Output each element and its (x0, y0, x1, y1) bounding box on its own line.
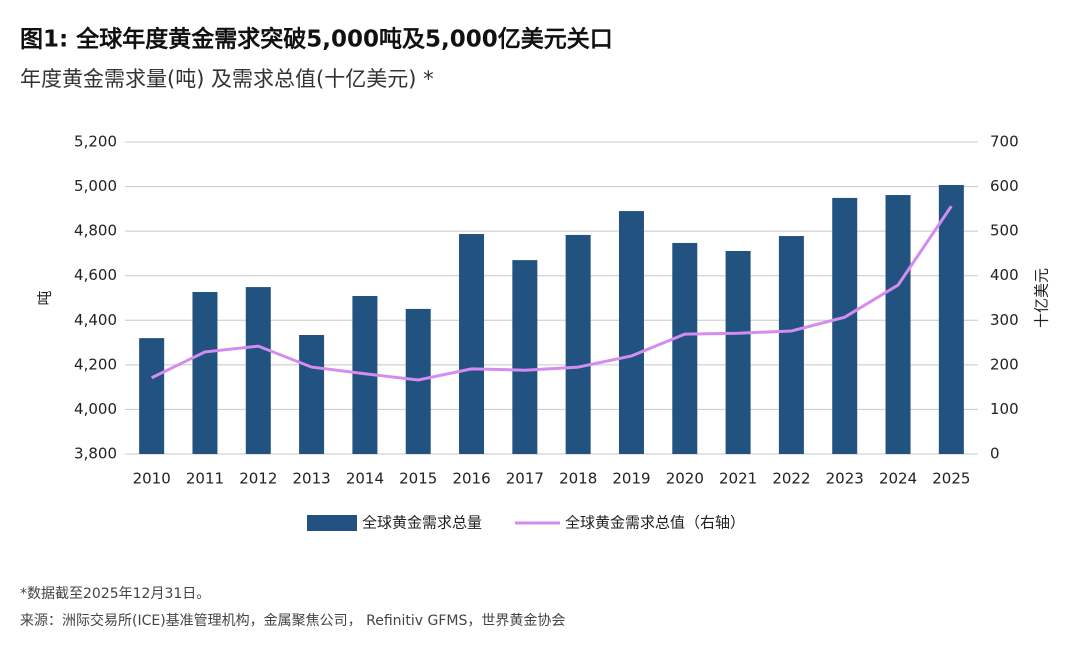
y-tick-label: 4,800 (74, 222, 117, 240)
bar (885, 195, 911, 455)
bar (938, 185, 964, 455)
bar (832, 197, 858, 455)
y2-tick-label: 0 (990, 445, 1000, 463)
legend-swatch (307, 515, 357, 531)
x-tick-label: 2015 (399, 470, 437, 488)
y2-axis-title: 十亿美元 (1033, 268, 1051, 328)
y-tick-label: 3,800 (74, 445, 117, 463)
bar (192, 291, 218, 454)
x-tick-label: 2010 (133, 470, 171, 488)
bar (299, 334, 325, 454)
x-tick-label: 2014 (346, 470, 384, 488)
x-tick-label: 2013 (293, 470, 331, 488)
y-tick-label: 5,200 (74, 133, 117, 151)
source: 来源：洲际交易所(ICE)基准管理机构，金属聚焦公司， Refinitiv GF… (20, 612, 565, 629)
bar (565, 234, 591, 454)
chart-title: 图1: 全球年度黄金需求突破5,000吨及5,000亿美元关口 (20, 26, 613, 53)
y2-tick-label: 100 (990, 400, 1019, 418)
x-tick-label: 2020 (666, 470, 704, 488)
y-tick-label: 4,600 (74, 266, 117, 284)
y2-tick-label: 200 (990, 355, 1019, 373)
x-tick-label: 2018 (559, 470, 597, 488)
y2-tick-label: 400 (990, 266, 1019, 284)
x-tick-label: 2016 (452, 470, 490, 488)
bar (672, 242, 698, 454)
x-tick-label: 2019 (612, 470, 650, 488)
y-tick-label: 4,400 (74, 311, 117, 329)
chart-subtitle: 年度黄金需求量(吨) 及需求总值(十亿美元) * (20, 67, 434, 91)
bar (725, 250, 751, 454)
bar (139, 338, 165, 454)
line (151, 205, 953, 382)
y2-tick-label: 300 (990, 311, 1019, 329)
y-tick-label: 5,000 (74, 177, 117, 195)
footnote: *数据截至2025年12月31日。 (20, 586, 210, 602)
y-tick-label: 4,000 (74, 400, 117, 418)
x-tick-label: 2011 (186, 470, 224, 488)
y-axis-title: 吨 (36, 290, 54, 305)
bar (778, 236, 804, 454)
x-tick-label: 2022 (772, 470, 810, 488)
bar (512, 260, 538, 454)
x-tick-label: 2024 (879, 470, 917, 488)
bar (459, 234, 485, 454)
bar (245, 287, 271, 454)
y2-tick-label: 500 (990, 222, 1019, 240)
x-tick-label: 2023 (826, 470, 864, 488)
x-tick-label: 2012 (239, 470, 277, 488)
legend-label: 全球黄金需求总值（右轴） (565, 514, 745, 532)
y-tick-label: 4,200 (74, 355, 117, 373)
legend-label: 全球黄金需求总量 (362, 514, 482, 532)
x-tick-label: 2025 (932, 470, 970, 488)
bar (618, 211, 644, 454)
x-tick-label: 2021 (719, 470, 757, 488)
x-tick-label: 2017 (506, 470, 544, 488)
y2-tick-label: 600 (990, 177, 1019, 195)
y2-tick-label: 700 (990, 133, 1019, 151)
